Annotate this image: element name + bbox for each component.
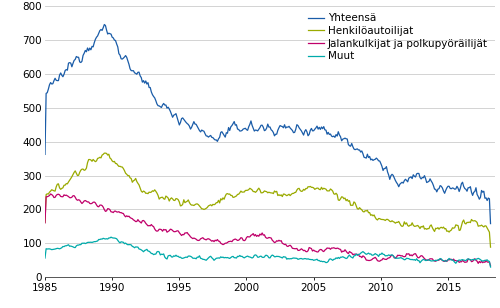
Line: Jalankulkijat ja polkupyöräilijät: Jalankulkijat ja polkupyöräilijät	[45, 194, 490, 266]
Legend: Yhteensä, Henkilöautoilijat, Jalankulkijat ja polkupyöräilijät, Muut: Yhteensä, Henkilöautoilijat, Jalankulkij…	[306, 11, 490, 63]
Yhteensä	[394, 182, 400, 186]
Henkilöautoilijat	[52, 189, 58, 193]
Muut	[452, 260, 458, 264]
Jalankulkijat ja polkupyöräilijät	[488, 264, 494, 268]
Jalankulkijat ja polkupyöräilijät	[178, 232, 184, 236]
Yhteensä	[134, 72, 140, 76]
Yhteensä	[488, 222, 494, 225]
Muut	[108, 235, 114, 239]
Line: Henkilöautoilijat: Henkilöautoilijat	[45, 153, 490, 247]
Jalankulkijat ja polkupyöräilijät	[394, 253, 400, 257]
Jalankulkijat ja polkupyöräilijät	[42, 221, 48, 225]
Henkilöautoilijat	[452, 226, 458, 229]
Henkilöautoilijat	[488, 245, 494, 249]
Jalankulkijat ja polkupyöräilijät	[64, 194, 70, 198]
Jalankulkijat ja polkupyöräilijät	[134, 220, 140, 223]
Henkilöautoilijat	[178, 204, 184, 208]
Yhteensä	[42, 152, 48, 156]
Muut	[488, 265, 494, 269]
Muut	[394, 256, 400, 260]
Muut	[42, 256, 48, 260]
Henkilöautoilijat	[42, 221, 48, 224]
Yhteensä	[178, 121, 184, 124]
Henkilöautoilijat	[134, 180, 140, 183]
Henkilöautoilijat	[394, 221, 400, 224]
Jalankulkijat ja polkupyöräilijät	[452, 259, 458, 262]
Line: Yhteensä: Yhteensä	[45, 25, 490, 224]
Yhteensä	[64, 68, 70, 71]
Muut	[134, 245, 140, 249]
Muut	[64, 244, 70, 248]
Yhteensä	[102, 23, 107, 26]
Jalankulkijat ja polkupyöräilijät	[48, 192, 54, 196]
Jalankulkijat ja polkupyöräilijät	[53, 193, 59, 197]
Muut	[52, 247, 58, 251]
Yhteensä	[52, 76, 58, 80]
Henkilöautoilijat	[64, 182, 70, 185]
Muut	[178, 255, 184, 259]
Henkilöautoilijat	[102, 151, 108, 155]
Yhteensä	[452, 187, 458, 191]
Line: Muut: Muut	[45, 237, 490, 267]
